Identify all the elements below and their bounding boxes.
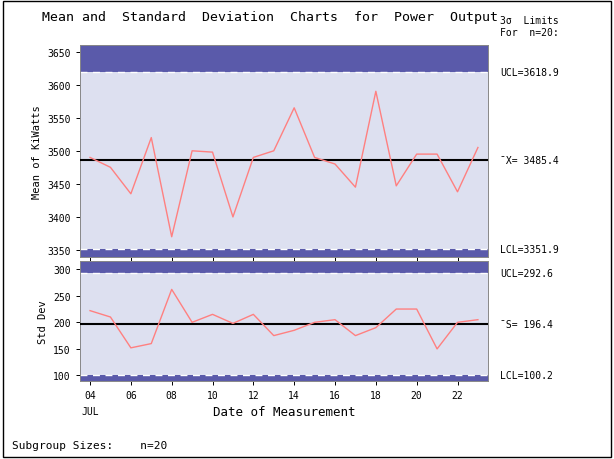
Bar	[80, 262, 488, 274]
Text: LCL=100.2: LCL=100.2	[500, 370, 553, 381]
Text: Mean and  Standard  Deviation  Charts  for  Power  Output: Mean and Standard Deviation Charts for P…	[42, 11, 498, 24]
Text: UCL=3618.9: UCL=3618.9	[500, 68, 559, 78]
Y-axis label: Std Dev: Std Dev	[37, 299, 48, 343]
Text: Subgroup Sizes:    n=20: Subgroup Sizes: n=20	[12, 440, 168, 450]
Text: 3σ  Limits: 3σ Limits	[500, 16, 559, 26]
Bar	[80, 375, 488, 381]
Y-axis label: Mean of KiWatts: Mean of KiWatts	[32, 105, 42, 198]
Bar	[80, 46, 488, 73]
Text: ¯X= 3485.4: ¯X= 3485.4	[500, 156, 559, 166]
Text: For  n=20:: For n=20:	[500, 28, 559, 38]
Bar	[80, 249, 488, 257]
Text: UCL=292.6: UCL=292.6	[500, 269, 553, 279]
Text: ¯S= 196.4: ¯S= 196.4	[500, 319, 553, 330]
Text: JUL: JUL	[81, 406, 99, 416]
X-axis label: Date of Measurement: Date of Measurement	[212, 405, 356, 419]
Text: LCL=3351.9: LCL=3351.9	[500, 244, 559, 254]
